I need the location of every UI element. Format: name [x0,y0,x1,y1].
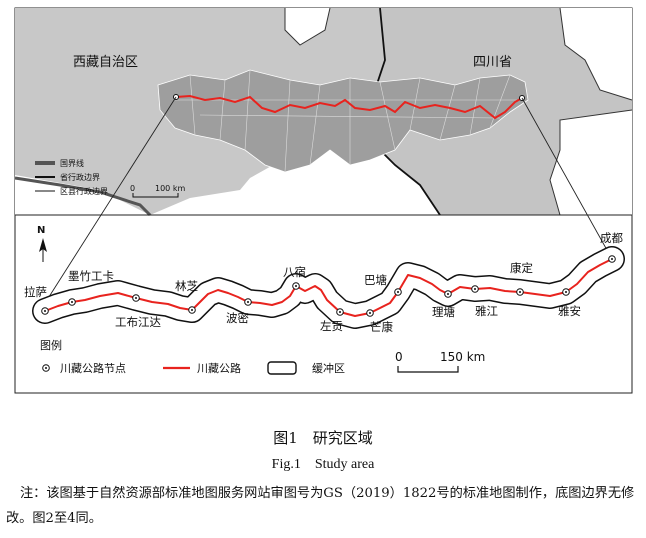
overview-road [175,94,523,120]
region-label-sichuan: 四川省 [473,55,512,70]
legend-title: 图例 [40,338,62,352]
node-batang [394,288,402,296]
legend-buffer-label: 缓冲区 [312,361,345,375]
node-lhasa [41,307,49,315]
overview-scale-line [132,193,179,198]
overview-scale-bar: 0 100 km [130,184,185,198]
overview-legend: 国界线 省行政边界 区县行政边界 [35,158,108,196]
node-label-chengdu: 成都 [600,231,623,245]
node-kangding [516,288,524,296]
legend-county-border-label: 区县行政边界 [60,186,108,196]
north-arrow-icon [39,238,47,252]
node-maizhokunggar [68,298,76,306]
node-chengdu [608,255,616,263]
node-baxoi [292,282,300,290]
overview-scale-zero: 0 [130,184,135,193]
detail-map: 拉萨 墨竹工卡 工布江达 林芝 波密 八宿 左贡 芒康 巴塘 理塘 雅江 康定 … [14,214,633,394]
node-gongbogyamda [132,294,140,302]
detail-scale-bar: 0 150 km [395,350,485,373]
node-label-yaan: 雅安 [558,304,581,318]
outside-area-north [285,8,330,45]
node-labels: 拉萨 墨竹工卡 工布江达 林芝 波密 八宿 左贡 芒康 巴塘 理塘 雅江 康定 … [24,231,623,334]
corridor-counties [157,69,529,173]
node-label-gongbogyamda: 工布江达 [115,315,161,329]
node-label-kangding: 康定 [510,261,533,275]
node-nyingchi [188,306,196,314]
node-label-nyingchi: 林芝 [175,279,198,293]
detail-scale-zero: 0 [395,350,403,364]
legend-node-label: 川藏公路节点 [60,362,126,375]
county-boundaries [175,69,520,173]
legend-national-border-label: 国界线 [60,158,84,168]
legend-road-label: 川藏公路 [197,362,241,375]
node-yajiang [471,285,479,293]
node-yaan [562,288,570,296]
region-label-tibet: 西藏自治区 [73,55,138,70]
north-arrow-label: N [37,225,45,236]
node-label-batang: 巴塘 [364,273,387,287]
node-label-maizhokunggar: 墨竹工卡 [68,269,114,283]
connector-line-right [521,97,613,260]
node-label-markam: 芒康 [370,320,393,334]
sichuan-tibet-highway [44,258,613,317]
node-litang [444,290,452,298]
node-label-baxoi: 八宿 [283,265,306,279]
figure-note: 注：该图基于自然资源部标准地图服务网站审图号为GS（2019）1822号的标准地… [6,486,635,526]
north-arrow: N [37,225,47,262]
node-zogang [336,308,344,316]
node-bomi [244,298,252,306]
connector-line-left [39,96,177,312]
outside-area-southeast [550,110,632,215]
node-label-yajiang: 雅江 [475,304,498,318]
node-markam [366,309,374,317]
overview-map: 西藏自治区 四川省 国界线 省行政边界 区县行政边界 0 100 km [14,7,633,217]
detail-map-frame [14,214,633,394]
legend-province-border-label: 省行政边界 [60,172,100,182]
detail-legend: 图例 川藏公路节点 川藏公路 缓冲区 [40,338,345,375]
outer-boundary-lines [284,7,633,216]
figure-caption-en: Fig.1 Study area [271,457,375,472]
node-label-litang: 理塘 [432,305,455,319]
node-label-lhasa: 拉萨 [24,285,47,299]
detail-scale-line [397,366,459,373]
legend-buffer-swatch [267,361,297,375]
legend-node-icon [42,364,50,372]
national-border [14,176,152,217]
highway-nodes [41,255,616,317]
detail-scale-distance: 150 km [440,350,485,364]
outside-area-south [15,175,150,215]
overview-scale-distance: 100 km [155,184,185,193]
node-label-zogang: 左贡 [320,319,343,333]
node-label-bomi: 波密 [226,311,249,325]
figure-caption-cn: 图1 研究区域 [273,429,373,447]
outside-area-northeast [560,8,632,100]
